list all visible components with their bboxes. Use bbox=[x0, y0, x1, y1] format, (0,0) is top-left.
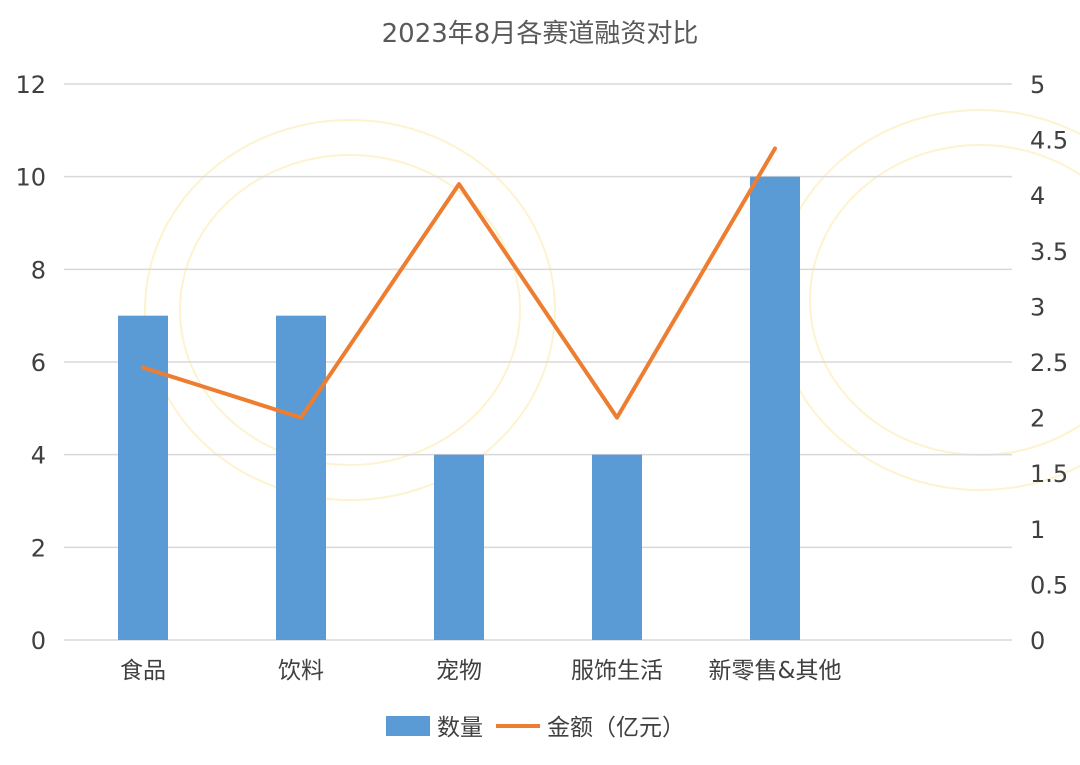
category-labels: 食品 饮料 宠物 服饰生活 新零售&其他 bbox=[120, 658, 841, 684]
legend-label-count: 数量 bbox=[437, 715, 483, 741]
bar bbox=[118, 315, 168, 640]
bar-series bbox=[118, 176, 800, 640]
left-tick-label: 6 bbox=[31, 349, 46, 377]
right-tick-label: 2 bbox=[1030, 405, 1045, 433]
legend-swatch-count bbox=[386, 716, 430, 736]
right-tick-label: 4 bbox=[1030, 182, 1045, 210]
left-tick-label: 2 bbox=[31, 534, 46, 562]
category-label: 服饰生活 bbox=[571, 658, 663, 684]
right-tick-label: 3 bbox=[1030, 293, 1045, 321]
watermark-seal-left bbox=[144, 119, 556, 501]
left-tick-label: 4 bbox=[31, 442, 46, 470]
right-tick-label: 1.5 bbox=[1030, 460, 1068, 488]
gridlines bbox=[64, 83, 1012, 641]
line-path bbox=[141, 146, 777, 420]
left-tick-label: 8 bbox=[31, 256, 46, 284]
bar bbox=[592, 454, 642, 640]
right-tick-label: 5 bbox=[1030, 71, 1045, 99]
bar bbox=[434, 454, 484, 640]
bar bbox=[750, 176, 800, 640]
legend-label-amount: 金额（亿元） bbox=[547, 715, 685, 741]
left-tick-label: 10 bbox=[15, 164, 46, 192]
left-axis-ticks: 0 2 4 6 8 10 12 bbox=[15, 71, 46, 655]
right-tick-label: 1 bbox=[1030, 516, 1045, 544]
category-label: 新零售&其他 bbox=[709, 658, 842, 684]
chart-title: 2023年8月各赛道融资对比 bbox=[382, 19, 699, 49]
right-tick-label: 0.5 bbox=[1030, 571, 1068, 599]
category-label: 宠物 bbox=[436, 658, 482, 684]
category-label: 饮料 bbox=[278, 658, 324, 684]
right-tick-label: 3.5 bbox=[1030, 238, 1068, 266]
bar bbox=[276, 315, 326, 640]
right-tick-label: 0 bbox=[1030, 627, 1045, 655]
right-axis-ticks: 0 0.5 1 1.5 2 2.5 3 3.5 4 4.5 5 bbox=[1030, 71, 1068, 655]
category-label: 食品 bbox=[120, 658, 166, 684]
right-tick-label: 4.5 bbox=[1030, 127, 1068, 155]
left-tick-label: 0 bbox=[31, 627, 46, 655]
legend: 数量 金额（亿元） bbox=[386, 715, 685, 741]
watermark-seal-left-inner bbox=[179, 154, 521, 466]
left-tick-label: 12 bbox=[15, 71, 46, 99]
line-series bbox=[141, 146, 777, 420]
right-tick-label: 2.5 bbox=[1030, 349, 1068, 377]
